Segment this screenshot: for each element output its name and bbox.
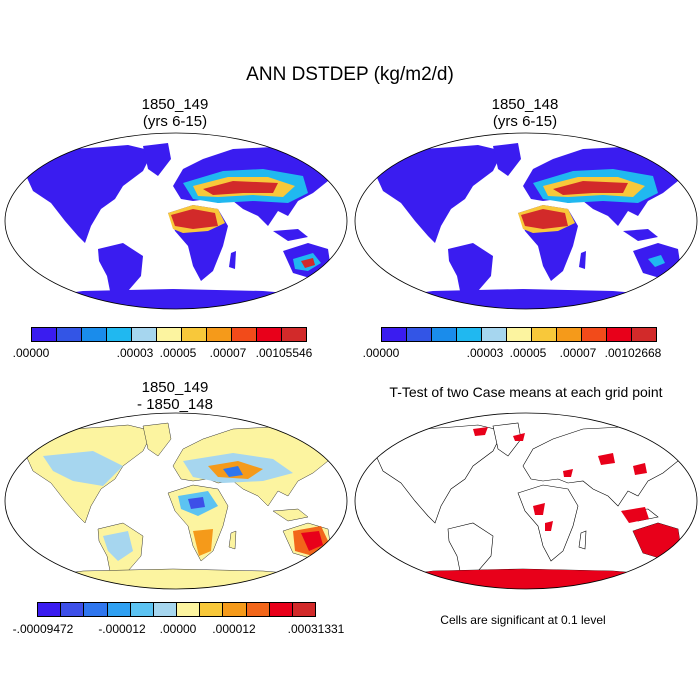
colorbar-swatch	[61, 603, 85, 616]
map-1850-148	[354, 132, 698, 310]
panel1-title-line1: 1850_149	[141, 96, 209, 113]
cb2-label: .00005	[509, 346, 547, 360]
colorbar-2	[381, 327, 657, 342]
cb1-label: .00003	[116, 346, 154, 360]
colorbar-swatch	[38, 603, 62, 616]
colorbar-swatch	[292, 603, 316, 616]
panel1-title-line2: (yrs 6-15)	[142, 113, 208, 130]
colorbar-swatch	[607, 328, 632, 341]
colorbar-swatch	[532, 328, 557, 341]
colorbar-swatch	[107, 328, 132, 341]
colorbar-swatch	[223, 603, 247, 616]
panel2-title: 1850_148 (yrs 6-15)	[355, 96, 695, 130]
panel3-title-line1: 1850_149	[141, 379, 209, 396]
colorbar-swatch	[457, 328, 482, 341]
cb3-label: .000012	[212, 622, 256, 636]
cb1-label: .00105546	[255, 346, 313, 360]
figure-title: ANN DSTDEP (kg/m2/d)	[246, 64, 454, 85]
colorbar-swatch	[582, 328, 607, 341]
colorbar-swatch	[507, 328, 532, 341]
colorbar-swatch	[232, 328, 257, 341]
colorbar-1	[31, 327, 307, 342]
cb3-label: -.000012	[98, 622, 146, 636]
map-difference	[4, 412, 348, 590]
panel1-title: 1850_149 (yrs 6-15)	[5, 96, 345, 130]
colorbar-swatch	[382, 328, 407, 341]
panel2-title-line1: 1850_148	[491, 96, 559, 113]
map-ttest	[354, 412, 698, 590]
colorbar-swatch	[32, 328, 57, 341]
colorbar-swatch	[82, 328, 107, 341]
panel3-title: 1850_149 - 1850_148	[5, 379, 345, 413]
cb1-label: .00005	[159, 346, 197, 360]
cb1-label: .00007	[209, 346, 247, 360]
colorbar-swatch	[157, 328, 182, 341]
panel2-title-line2: (yrs 6-15)	[492, 113, 558, 130]
colorbar-swatch	[432, 328, 457, 341]
cb3-label: .00000	[159, 622, 197, 636]
significance-note: Cells are significant at 0.1 level	[440, 613, 606, 627]
colorbar-3	[37, 602, 316, 617]
colorbar-swatch	[153, 603, 178, 616]
cb1-label: .00000	[12, 346, 50, 360]
colorbar-swatch	[257, 328, 282, 341]
colorbar-swatch	[130, 603, 154, 616]
map-1850-149	[4, 132, 348, 310]
cb2-label: .00000	[362, 346, 400, 360]
cb2-label: .00007	[559, 346, 597, 360]
colorbar-swatch	[482, 328, 507, 341]
cb3-label: -.00009472	[12, 622, 74, 636]
colorbar-swatch	[557, 328, 582, 341]
cb2-label: .00102668	[604, 346, 662, 360]
colorbar-swatch	[632, 328, 656, 341]
cb2-label: .00003	[466, 346, 504, 360]
colorbar-swatch	[207, 328, 232, 341]
colorbar-swatch	[84, 603, 108, 616]
panel3-title-line2: - 1850_148	[137, 396, 213, 413]
colorbar-swatch	[269, 603, 293, 616]
colorbar-swatch	[177, 603, 201, 616]
colorbar-swatch	[132, 328, 157, 341]
colorbar-swatch	[407, 328, 432, 341]
colorbar-swatch	[182, 328, 207, 341]
colorbar-swatch	[200, 603, 224, 616]
panel4-title: T-Test of two Case means at each grid po…	[389, 384, 663, 400]
colorbar-swatch	[107, 603, 131, 616]
colorbar-swatch	[282, 328, 306, 341]
colorbar-swatch	[246, 603, 270, 616]
colorbar-swatch	[57, 328, 82, 341]
cb3-label: .00031331	[287, 622, 345, 636]
